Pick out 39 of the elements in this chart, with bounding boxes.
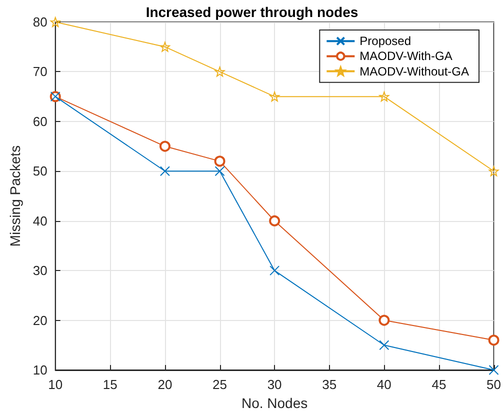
x-tick-label: 35 — [322, 377, 337, 392]
point — [270, 266, 280, 276]
point — [214, 166, 225, 176]
y-tick-label: 50 — [32, 164, 48, 179]
point — [270, 92, 280, 102]
point — [488, 334, 500, 346]
point — [214, 66, 225, 77]
x-tick-label: 30 — [267, 377, 282, 392]
point — [269, 215, 280, 226]
point — [488, 166, 499, 176]
y-tick-label: 30 — [32, 263, 48, 278]
x-tick-label: 40 — [376, 377, 392, 392]
point — [160, 166, 170, 176]
point — [488, 365, 499, 375]
x-tick-label: 45 — [432, 377, 446, 392]
y-tick-label: 70 — [32, 64, 48, 80]
x-tick-label: 15 — [102, 377, 118, 392]
legend-label: Proposed — [360, 34, 412, 48]
x-axis-title: No. Nodes — [241, 394, 308, 411]
y-tick-label: 60 — [32, 114, 48, 129]
point — [214, 156, 226, 167]
x-tick-label: 10 — [48, 377, 63, 392]
y-axis-title: Missing Packets — [7, 145, 23, 247]
chart-title: Increased power through nodes — [146, 4, 358, 20]
legend-label: MAODV-With-GA — [360, 49, 452, 64]
legend-label: MAODV-Without-GA — [360, 64, 470, 78]
y-tick-label: 80 — [32, 14, 48, 30]
point — [378, 314, 390, 326]
point — [379, 340, 390, 350]
point — [50, 17, 60, 27]
y-tick-label: 20 — [32, 312, 48, 328]
x-tick-label: 20 — [158, 377, 172, 392]
point — [160, 42, 170, 52]
y-tick-label: 40 — [32, 213, 48, 228]
point — [379, 92, 390, 102]
y-tick-label: 10 — [32, 362, 48, 378]
x-tick-label: 25 — [212, 377, 227, 392]
x-tick-label: 50 — [486, 377, 502, 392]
point — [159, 140, 170, 152]
